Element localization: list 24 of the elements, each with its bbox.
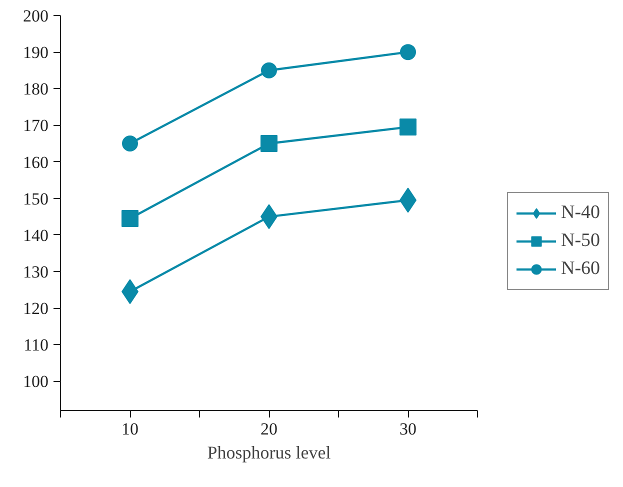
y-tick-label: 120: [23, 299, 48, 318]
y-tick-label: 150: [23, 189, 48, 208]
y-tick-label: 200: [23, 6, 48, 26]
legend-label: N-50: [561, 230, 600, 252]
legend-label: N-60: [561, 258, 600, 280]
y-tick-label: 160: [23, 152, 48, 172]
y-tick-label: 130: [23, 262, 48, 282]
x-tick-label: 30: [400, 420, 416, 438]
y-tick-label: 170: [23, 116, 48, 136]
point: [122, 136, 138, 152]
point: [261, 62, 277, 78]
x-axis-title: Phosphorus level: [207, 442, 331, 462]
y-tick-label: 190: [23, 43, 48, 62]
point: [122, 210, 138, 227]
point: [400, 118, 416, 136]
point: [400, 44, 416, 60]
y-tick-label: 180: [23, 80, 48, 99]
y-tick-label: 100: [23, 372, 48, 392]
x-tick-label: 10: [122, 420, 138, 438]
y-tick-label: 140: [23, 226, 48, 245]
point: [260, 135, 278, 152]
y-tick-label: 110: [24, 336, 49, 355]
x-tick-label: 20: [260, 420, 278, 438]
legend-label: N-40: [561, 202, 600, 224]
